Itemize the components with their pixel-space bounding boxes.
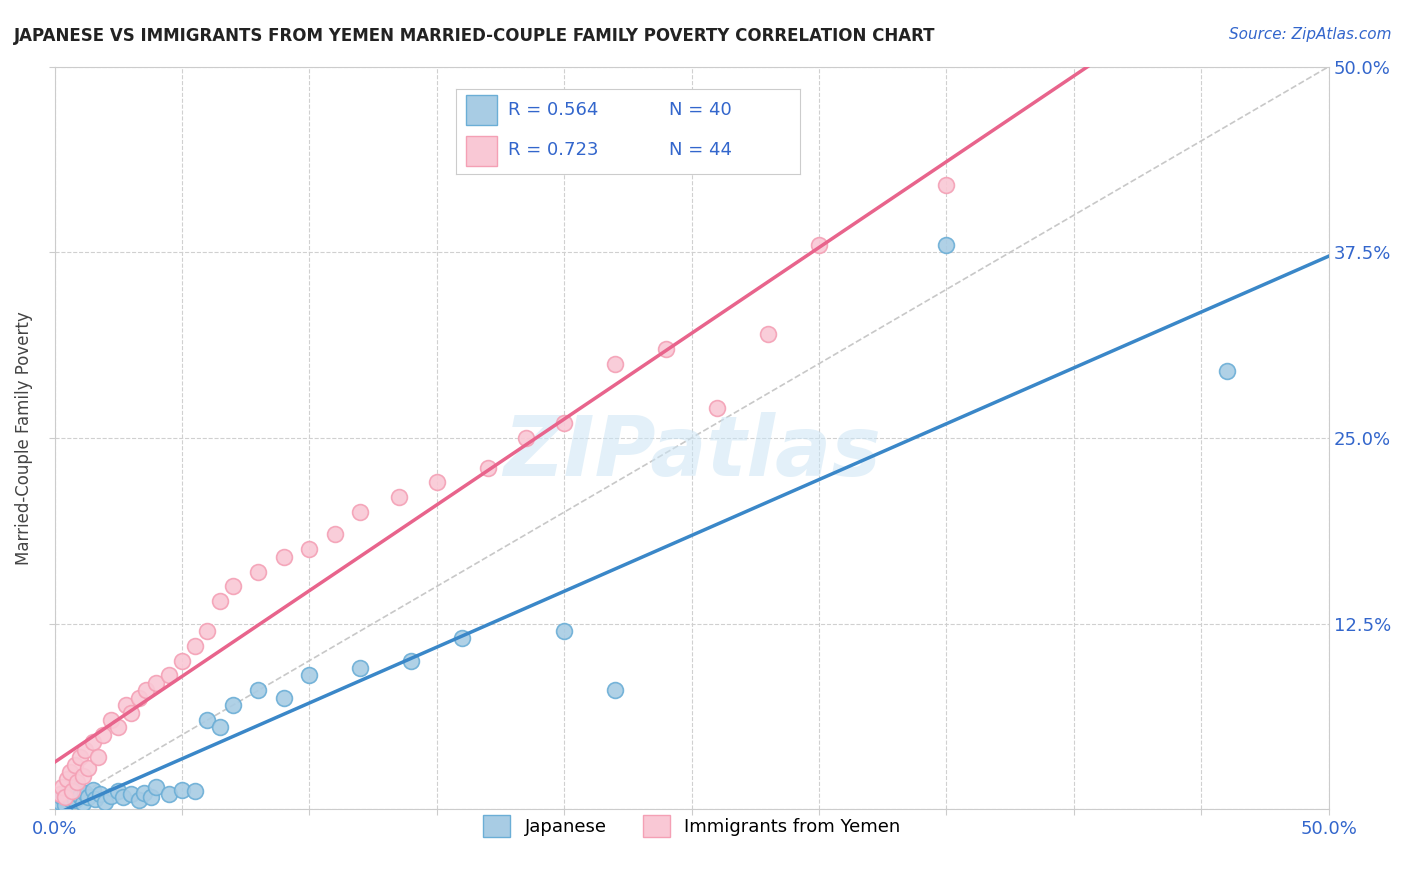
Point [349,661,371,675]
Text: JAPANESE VS IMMIGRANTS FROM YEMEN MARRIED-COUPLE FAMILY POVERTY CORRELATION CHAR: JAPANESE VS IMMIGRANTS FROM YEMEN MARRIE… [14,27,935,45]
Point [128,793,150,807]
Point [935,237,957,252]
Y-axis label: Married-Couple Family Poverty: Married-Couple Family Poverty [15,311,32,565]
Point [75,743,97,757]
Point [63,757,86,772]
Point [51,790,73,805]
Point [69,750,91,764]
Point [247,565,270,579]
Point [135,683,157,698]
Point [298,668,321,682]
Point [72,796,94,810]
Point [59,791,82,805]
Point [451,632,474,646]
Point [477,460,499,475]
Point [60,784,83,798]
Point [51,780,73,794]
Point [273,690,295,705]
Point [553,416,575,430]
Point [120,706,142,720]
Legend: Japanese, Immigrants from Yemen: Japanese, Immigrants from Yemen [475,808,908,845]
Point [145,676,167,690]
Point [82,782,104,797]
Point [706,401,728,416]
Point [1216,364,1239,378]
Point [63,793,86,807]
Point [197,713,219,727]
Point [107,721,129,735]
Point [209,594,232,608]
Point [60,784,83,798]
Point [157,668,180,682]
Point [94,795,117,809]
Point [89,787,111,801]
Point [56,787,79,801]
Point [349,505,371,519]
Point [100,789,122,803]
Text: ZIPatlas: ZIPatlas [503,412,880,493]
Point [935,178,957,193]
Point [273,549,295,564]
Point [107,784,129,798]
Point [53,790,76,805]
Point [72,769,94,783]
Point [53,797,76,812]
Point [553,624,575,638]
Point [170,654,193,668]
Point [115,698,138,713]
Point [323,527,346,541]
Point [100,713,122,727]
Point [75,786,97,800]
Point [69,789,91,803]
Point [247,683,270,698]
Point [183,639,205,653]
Point [183,784,205,798]
Point [655,342,678,356]
Point [120,787,142,801]
Point [209,721,232,735]
Point [197,624,219,638]
Point [808,237,831,252]
Point [157,787,180,801]
Point [605,683,627,698]
Point [145,780,167,794]
Point [222,579,245,593]
Point [170,782,193,797]
Point [756,326,779,341]
Point [91,728,114,742]
Point [66,775,89,789]
Point [82,735,104,749]
Point [222,698,245,713]
Point [515,431,537,445]
Text: Source: ZipAtlas.com: Source: ZipAtlas.com [1229,27,1392,42]
Point [76,760,98,774]
Point [605,357,627,371]
Point [132,786,155,800]
Point [56,772,79,787]
Point [48,795,70,809]
Point [48,787,70,801]
Point [66,780,89,794]
Point [426,475,449,490]
Point [141,790,163,805]
Point [87,750,110,764]
Point [59,764,82,779]
Point [298,542,321,557]
Point [387,490,409,504]
Point [84,791,107,805]
Point [401,654,423,668]
Point [128,690,150,705]
Point [76,790,98,805]
Point [112,790,135,805]
